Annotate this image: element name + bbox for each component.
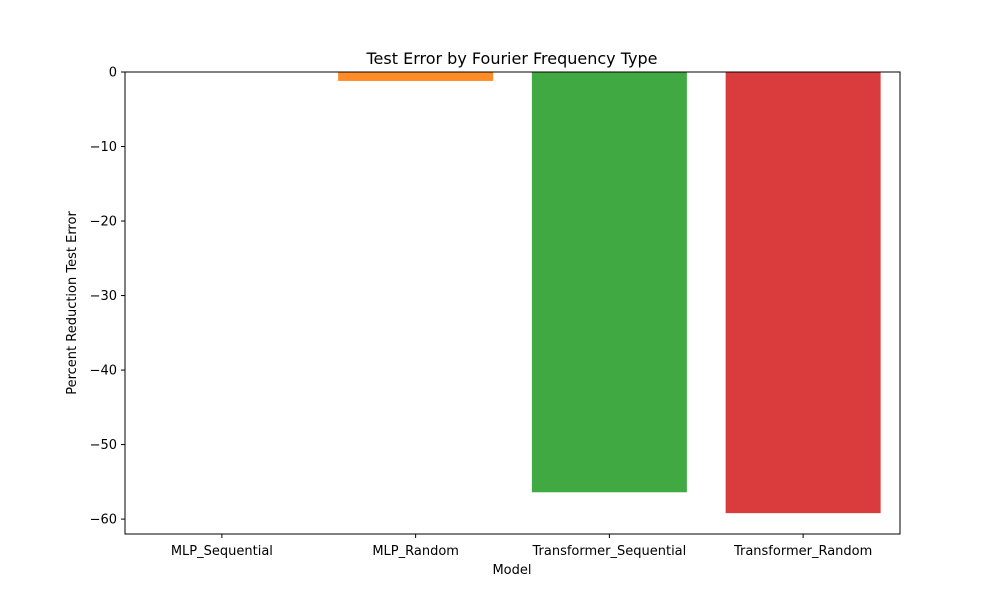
bar-mlp-random <box>338 72 494 81</box>
y-axis-label: Percent Reduction Test Error <box>65 211 80 395</box>
y-tick-label: −60 <box>90 513 117 528</box>
y-tick-label: 0 <box>109 66 117 81</box>
x-axis-label: Model <box>492 563 531 578</box>
x-tick-label: MLP_Sequential <box>171 544 273 559</box>
plot-frame <box>124 71 901 535</box>
bars-group <box>338 72 881 514</box>
y-tick-label: −10 <box>90 140 117 155</box>
y-tick-label: −30 <box>90 289 117 304</box>
x-tick-label: Transformer_Random <box>733 544 872 559</box>
y-tick-label: −50 <box>90 438 117 453</box>
x-axis: MLP_Sequential MLP_Random Transformer_Sequ… <box>171 534 872 559</box>
x-tick-label: MLP_Random <box>372 544 459 559</box>
x-tick-label: Transformer_Sequential <box>531 544 686 559</box>
bar-transformer-random <box>725 72 881 514</box>
y-tick-label: −20 <box>90 215 117 230</box>
chart-title: Test Error by Fourier Frequency Type <box>366 49 658 68</box>
y-tick-label: −40 <box>90 364 117 379</box>
y-axis: 0 −10 −20 −30 −40 −50 −60 <box>90 66 125 528</box>
bar-transformer-sequential <box>531 72 687 493</box>
